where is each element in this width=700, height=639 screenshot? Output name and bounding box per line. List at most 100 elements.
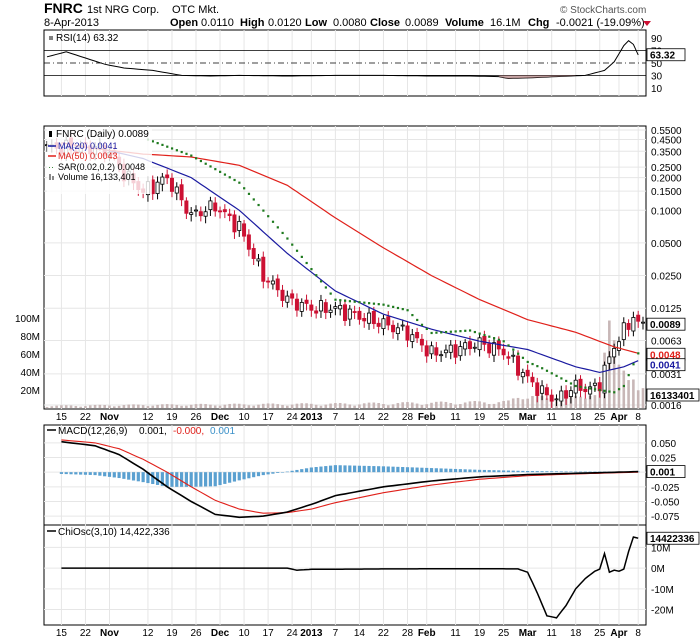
macd-histogram-bar: [564, 471, 568, 473]
sar-dot: [617, 388, 621, 391]
ma50-value-tag: 0.0048: [650, 350, 681, 361]
candle-body: [463, 342, 468, 350]
ma50-legend: MA(50) 0.0043: [58, 151, 118, 161]
volume-tick-label: 100M: [15, 314, 40, 325]
macd-histogram-bar: [59, 472, 64, 474]
candle-body: [160, 176, 165, 185]
low-value: 0.0080: [333, 17, 367, 29]
price-tick-label: 0.1000: [651, 206, 682, 217]
sar-dot: [223, 173, 227, 176]
sar-dot: [478, 332, 481, 335]
candle-body: [564, 390, 569, 399]
candle-body: [583, 388, 588, 393]
volume-bar: [439, 401, 443, 408]
volume-bar: [386, 405, 390, 408]
sar-dot: [526, 360, 529, 364]
candle-body: [395, 327, 400, 334]
volume-bar: [459, 404, 462, 408]
macd-histogram-bar: [574, 471, 578, 473]
macd-histogram-bar: [189, 472, 193, 487]
sar-dot: [459, 330, 462, 333]
price-tick-label: 0.2500: [651, 163, 682, 174]
ma20-line: [61, 146, 639, 374]
candle-body: [467, 341, 472, 350]
macd-histogram-bar: [179, 472, 184, 487]
sar-dot: [603, 389, 606, 392]
sar-dot: [170, 147, 174, 150]
x-tick-label-bottom: 15: [56, 628, 68, 639]
x-tick-label: Nov: [100, 412, 119, 423]
sar-dot: [416, 318, 419, 322]
macd-histogram-bar: [530, 471, 535, 473]
candle-body: [309, 304, 314, 311]
macd-histogram-bar: [83, 472, 88, 475]
macd-histogram-bar: [502, 470, 506, 473]
macd-histogram-bar: [473, 469, 477, 473]
x-tick-label: 22: [378, 412, 390, 423]
chaikin-value-tag-box: [646, 531, 700, 545]
sar-dot: [392, 305, 395, 308]
x-tick-label-bottom: Mar: [519, 628, 537, 639]
sar-dot: [464, 329, 467, 332]
x-tick-label: Feb: [418, 412, 436, 423]
candle-body: [179, 184, 184, 201]
volume-bar: [367, 402, 371, 408]
volume-bar: [276, 404, 280, 408]
volume-bar: [463, 402, 467, 408]
macd-legend-prefix: MACD(12,26,9): [58, 426, 127, 437]
candle-body: [631, 317, 636, 332]
close-label: Close: [370, 17, 400, 29]
macd-histogram-bar: [381, 466, 386, 473]
macd-histogram-bar: [396, 466, 400, 473]
macd-histogram-bar: [223, 472, 227, 484]
candle-body: [391, 324, 396, 333]
price-tick-label: 0.2000: [651, 174, 682, 185]
volume-bar: [627, 380, 630, 408]
candle-body: [501, 348, 506, 356]
price-tick-label: 0.0063: [651, 336, 682, 347]
sar-dot: [363, 301, 366, 304]
x-tick-label: 18: [570, 412, 582, 423]
down-arrow-icon: [643, 21, 651, 26]
macd-histogram-bar: [208, 472, 213, 487]
macd-histogram-bar: [348, 465, 352, 473]
volume-bar: [324, 404, 328, 408]
candle-body: [376, 322, 381, 327]
candle-body: [511, 354, 516, 357]
macd-histogram-bar: [588, 471, 592, 473]
macd-histogram-bar: [218, 472, 222, 486]
macd-histogram-bar: [256, 472, 261, 477]
macd-histogram-bar: [271, 472, 275, 474]
macd-histogram-bar: [425, 467, 429, 473]
volume-bar: [338, 402, 342, 408]
rsi-plot: [44, 40, 646, 80]
macd-histogram-bar: [578, 471, 583, 473]
x-tick-label-bottom: Dec: [211, 628, 230, 639]
volume-bar: [98, 404, 102, 408]
macd-histogram-bar: [232, 472, 237, 482]
macd-signal-line: [61, 439, 639, 514]
volume-bar: [103, 405, 106, 408]
volume-bar: [50, 406, 54, 408]
sar-dot: [613, 391, 616, 394]
sar-dot: [449, 330, 452, 333]
candle-body: [338, 305, 343, 310]
sar-dot: [267, 215, 270, 218]
sar-dot: [344, 299, 347, 302]
candle-body: [588, 386, 593, 395]
close-value-tag: 0.0089: [650, 320, 681, 331]
volume-bar: [257, 404, 260, 408]
x-tick-label-bottom: 10: [239, 628, 251, 639]
candle-body: [266, 280, 271, 283]
x-tick-label-bottom: 22: [80, 628, 92, 639]
sar-dot: [219, 170, 222, 173]
x-tick-label-bottom: 14: [354, 628, 366, 639]
volume-bar: [358, 404, 361, 408]
macd-histogram-bar: [497, 470, 501, 473]
rsi-legend-text: RSI(14) 63.32: [56, 33, 119, 44]
volume-bar: [454, 404, 457, 408]
volume-bar: [410, 402, 414, 408]
sar-dot: [589, 387, 592, 390]
sar-dot: [425, 327, 428, 331]
volume-bar: [632, 379, 635, 408]
